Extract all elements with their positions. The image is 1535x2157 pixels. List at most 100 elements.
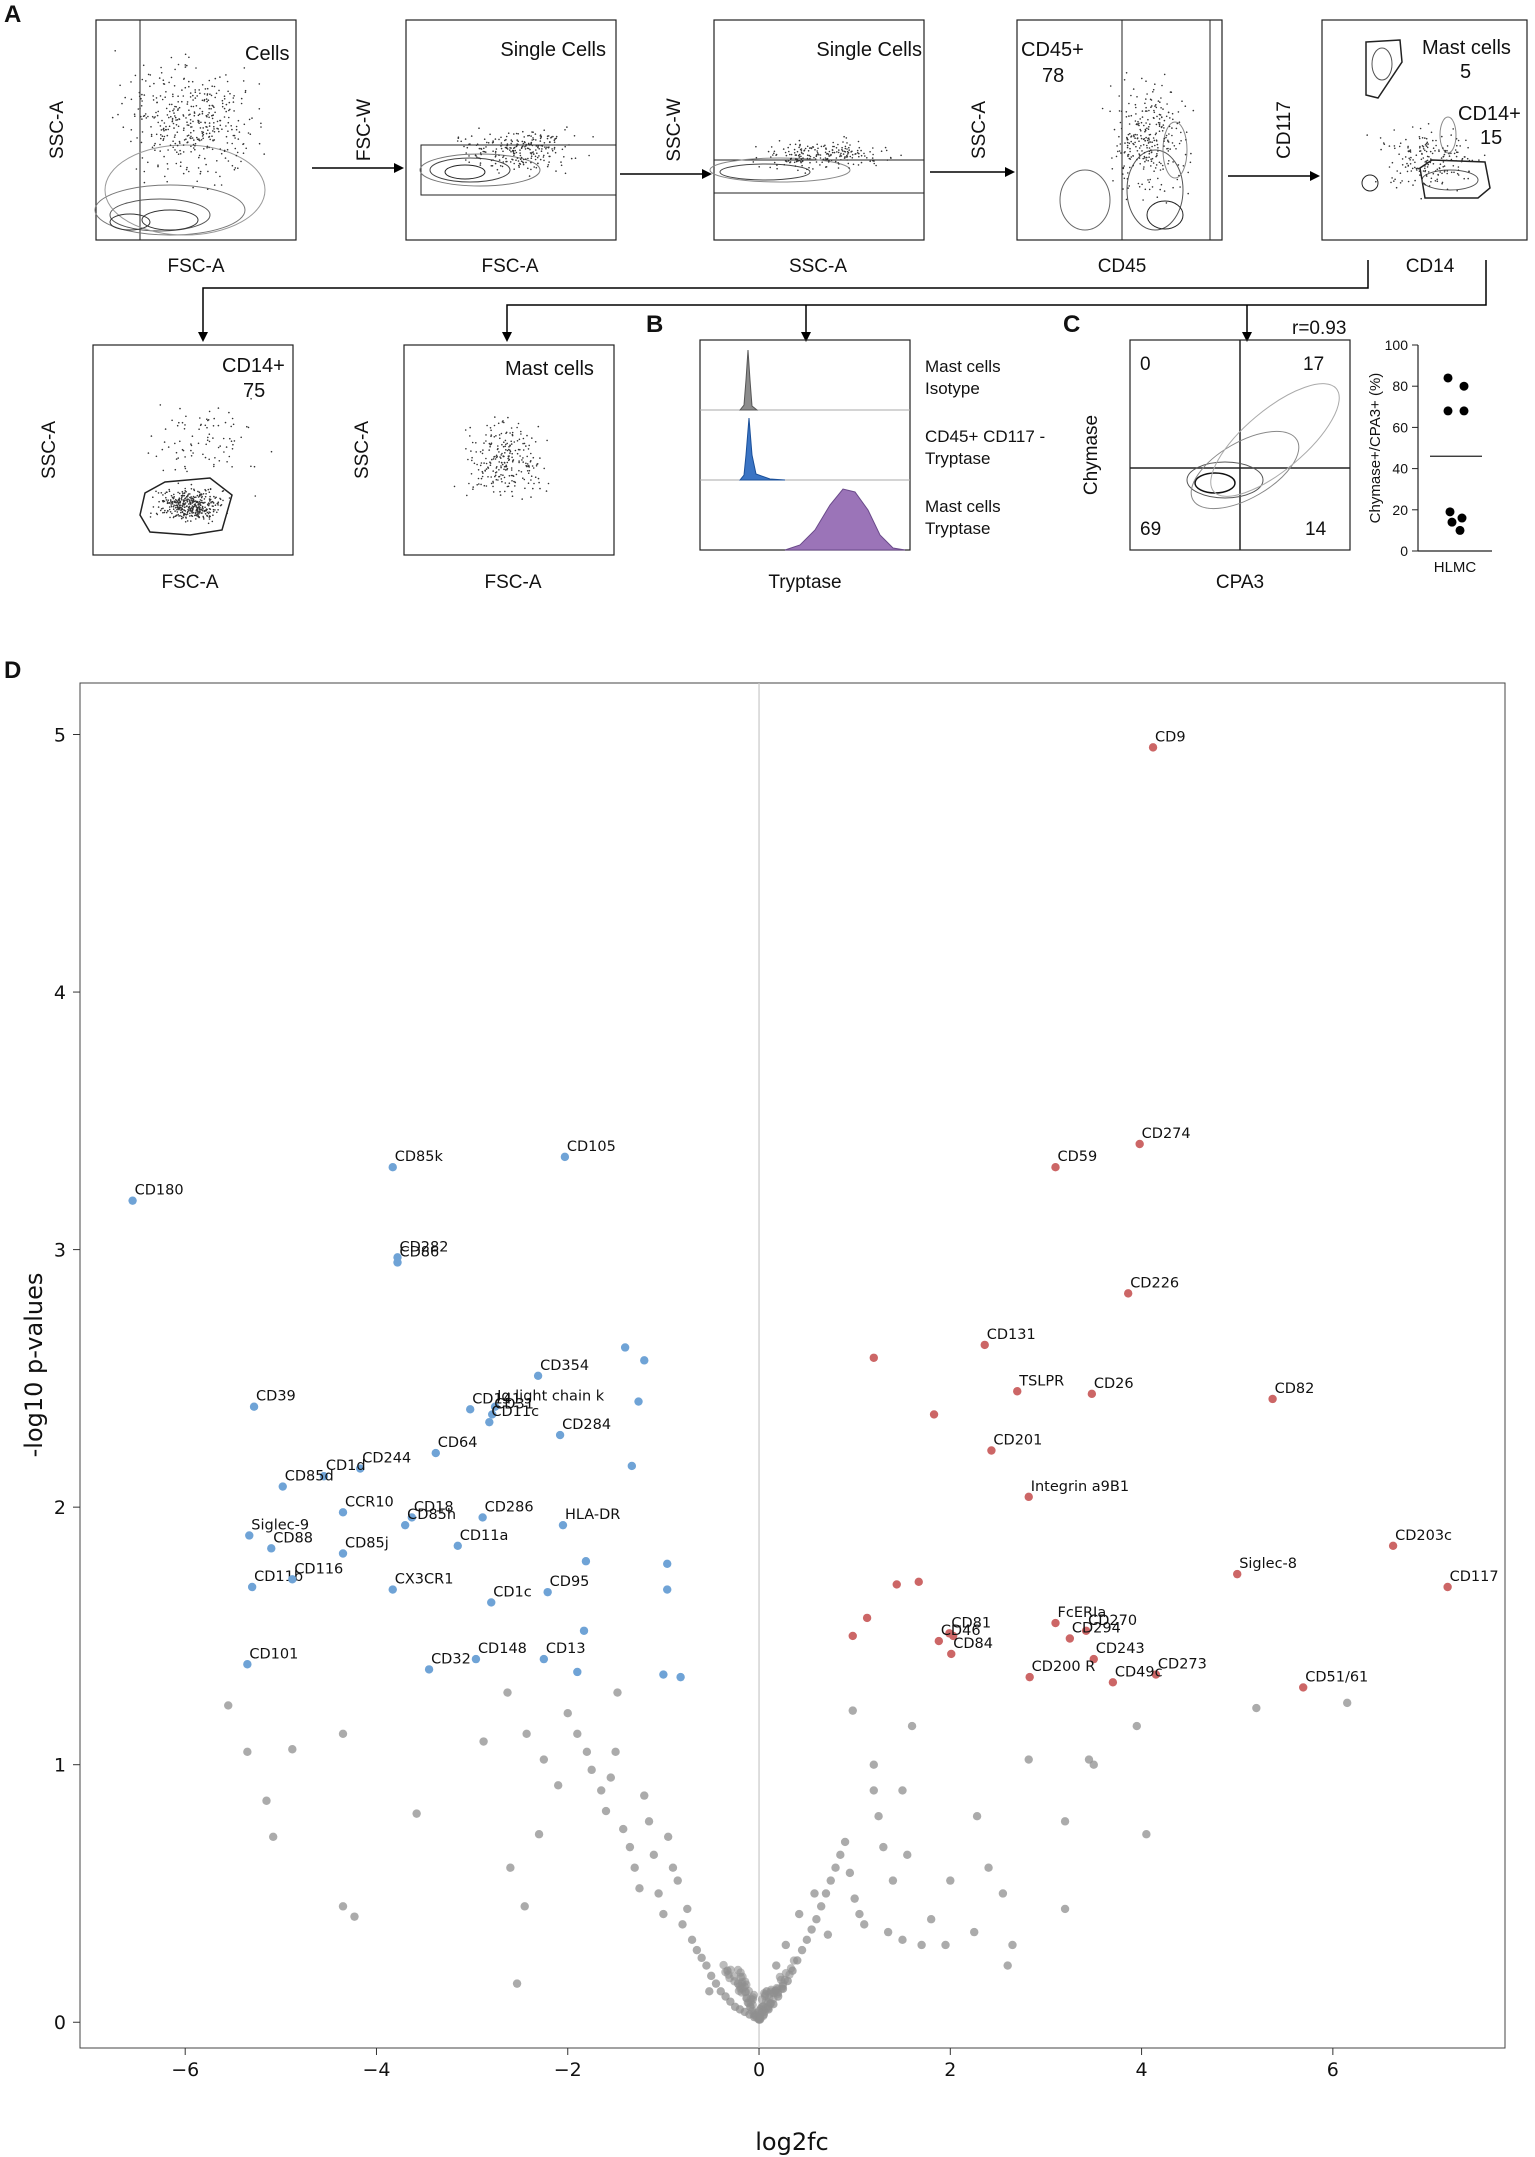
event-dot [164, 492, 166, 495]
event-dot [208, 79, 211, 82]
event-dot [216, 502, 219, 505]
event-dot [532, 138, 535, 141]
event-dot [530, 496, 532, 498]
event-dot [800, 151, 803, 154]
ns-point [855, 1909, 864, 1919]
event-dot [1144, 130, 1146, 133]
event-dot [206, 511, 209, 514]
event-dot [1430, 181, 1432, 183]
down-point [288, 1575, 297, 1584]
event-dot [1150, 149, 1152, 151]
event-dot [1419, 145, 1421, 148]
ns-point [807, 1925, 816, 1934]
event-dot [201, 131, 203, 133]
event-dot [213, 417, 215, 420]
down-label: CD105 [567, 1139, 616, 1155]
event-dot [505, 135, 508, 138]
event-dot [228, 109, 230, 112]
event-dot [1171, 142, 1174, 144]
gating-plot-single-cells-ssc: Single Cells SSC-A SSC-W [664, 19, 925, 277]
event-dot [144, 113, 147, 115]
event-dot [480, 483, 482, 486]
event-dot [199, 172, 202, 175]
down-label: CX3CR1 [395, 1572, 454, 1588]
event-dot [1101, 107, 1104, 110]
event-dot [1425, 173, 1428, 176]
event-dot [147, 115, 149, 118]
event-dot [501, 443, 503, 446]
event-dot [1149, 141, 1152, 143]
event-dot [219, 175, 221, 178]
ns-point [613, 1688, 622, 1697]
event-dot [199, 499, 202, 501]
event-dot [181, 508, 184, 511]
event-dot [797, 169, 799, 172]
event-dot [538, 148, 540, 150]
event-dot [489, 133, 491, 136]
event-dot [177, 125, 180, 128]
event-dot [143, 94, 146, 96]
event-dot [1150, 106, 1152, 108]
event-dot [160, 66, 162, 69]
event-dot [1415, 167, 1418, 170]
event-dot [801, 159, 804, 162]
event-dot [1435, 139, 1437, 142]
ns-point [898, 1935, 907, 1945]
event-dot [501, 165, 504, 168]
event-dot [1429, 161, 1432, 164]
down-point [555, 1430, 565, 1440]
event-dot [475, 451, 478, 453]
ns-point [350, 1912, 359, 1921]
down-label: CD64 [438, 1435, 478, 1451]
event-dot [498, 138, 500, 141]
event-dot [520, 156, 523, 159]
event-dot [207, 502, 210, 504]
event-dot [231, 448, 234, 450]
event-dot [1419, 147, 1421, 149]
event-dot [1160, 97, 1162, 99]
event-dot [848, 149, 850, 151]
event-dot [790, 153, 793, 156]
event-dot [1128, 102, 1130, 105]
event-dot [549, 155, 551, 158]
event-dot [1132, 134, 1135, 136]
event-dot [770, 146, 773, 148]
event-dot [238, 131, 241, 133]
ns-point [738, 1978, 747, 1987]
event-dot [179, 165, 182, 167]
event-dot [181, 505, 184, 508]
x-tick-label: 4 [1136, 2059, 1148, 2081]
event-dot [200, 121, 202, 124]
event-dot [1182, 165, 1185, 167]
event-dot [547, 135, 550, 137]
gating-plot-single-cells-fsc: Single Cells FSC-A FSC-W [354, 19, 617, 277]
event-dot [530, 460, 532, 462]
event-dot [167, 499, 169, 502]
gate-value: 78 [1042, 65, 1064, 87]
event-dot [477, 477, 480, 480]
event-dot [1168, 160, 1170, 162]
event-dot [1135, 145, 1137, 148]
event-dot [511, 456, 513, 459]
event-dot [478, 483, 480, 485]
event-dot [201, 512, 203, 514]
up-point [945, 1629, 954, 1638]
event-dot [796, 150, 799, 153]
event-dot [174, 149, 176, 151]
event-dot [851, 157, 854, 159]
event-dot [1390, 181, 1392, 184]
event-dot [192, 505, 195, 508]
event-dot [1155, 106, 1158, 109]
event-dot [167, 168, 169, 170]
y-tick-label: 20 [1392, 502, 1408, 518]
event-dot [505, 449, 507, 451]
event-dot [534, 155, 537, 158]
event-dot [208, 136, 210, 138]
event-dot [535, 139, 537, 141]
event-dot [172, 95, 174, 98]
event-dot [221, 128, 223, 130]
event-dot [532, 487, 534, 490]
event-dot [206, 188, 209, 190]
event-dot [172, 140, 174, 142]
